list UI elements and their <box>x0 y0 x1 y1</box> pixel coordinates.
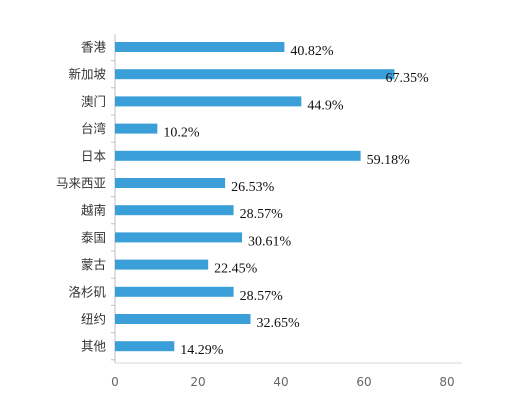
category-label: 越南 <box>81 203 106 218</box>
value-label: 10.2% <box>163 126 200 141</box>
value-label: 59.18% <box>367 153 411 168</box>
x-tick-label: 20 <box>190 375 205 389</box>
x-tick-label: 40 <box>273 375 288 389</box>
value-label: 32.65% <box>256 316 300 331</box>
bar <box>115 69 395 80</box>
category-label: 泰国 <box>81 230 106 245</box>
bar <box>115 205 234 216</box>
bar <box>115 178 226 188</box>
value-label: 26.53% <box>231 180 274 195</box>
category-label: 蒙古 <box>81 257 106 272</box>
bar <box>115 314 251 324</box>
value-label: 40.82% <box>290 44 334 59</box>
bar <box>115 150 361 161</box>
category-label: 香港 <box>81 40 107 55</box>
bar <box>115 286 234 297</box>
bar <box>115 232 243 243</box>
bar <box>115 259 209 270</box>
value-label: 14.29% <box>180 343 224 358</box>
value-label: 28.57% <box>240 207 283 222</box>
value-label: 67.35% <box>386 71 430 86</box>
category-label: 马来西亚 <box>56 176 106 191</box>
x-tick-label: 0 <box>111 375 119 389</box>
x-tick-label: 60 <box>356 375 371 389</box>
category-label: 日本 <box>81 148 107 163</box>
category-label: 洛杉矶 <box>68 284 106 299</box>
bar <box>115 123 158 134</box>
x-tick-label: 80 <box>439 375 454 389</box>
category-label: 台湾 <box>81 121 106 136</box>
bar <box>115 42 285 52</box>
category-label: 新加坡 <box>68 67 106 82</box>
category-label: 其他 <box>81 339 107 354</box>
category-label: 纽约 <box>81 312 106 327</box>
value-label: 22.45% <box>214 262 257 277</box>
value-label: 44.9% <box>307 98 344 113</box>
value-label: 30.61% <box>248 234 292 249</box>
value-label: 28.57% <box>240 289 283 304</box>
bar <box>115 96 302 107</box>
bar <box>115 341 175 352</box>
category-label: 澳门 <box>81 94 106 109</box>
